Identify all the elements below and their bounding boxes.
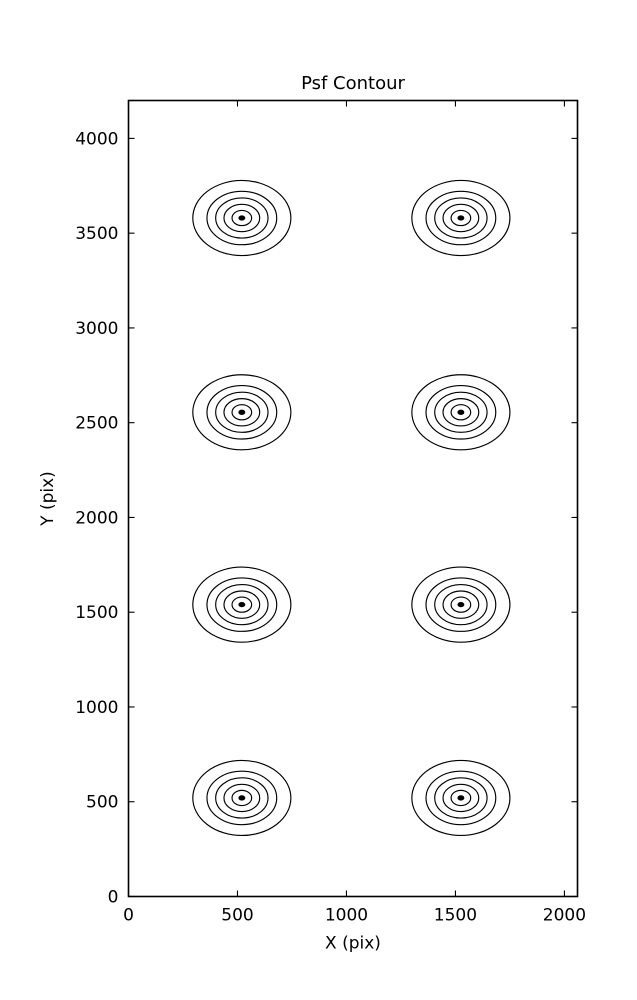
y-tick-label: 1000 [75, 698, 118, 718]
contour-level-4 [450, 789, 472, 807]
x-axis-label: X (pix) [325, 934, 381, 954]
psf-contour-psf-2 [411, 179, 511, 257]
contour-level-5 [457, 795, 465, 801]
contour-level-5 [238, 215, 246, 221]
contour-level-5 [238, 795, 246, 801]
y-tick-label: 2500 [75, 414, 118, 434]
contour-level-3 [442, 203, 480, 233]
y-tick-label: 0 [108, 888, 119, 908]
psf-contour-psf-5 [192, 566, 292, 643]
contour-level-2 [215, 583, 269, 626]
x-tick-label: 0 [123, 906, 134, 926]
contour-level-4 [450, 596, 472, 613]
contour-level-3 [442, 590, 480, 619]
contour-level-4 [231, 789, 253, 807]
contour-level-3 [442, 398, 480, 427]
y-tick-label: 2000 [75, 508, 118, 528]
contour-level-3 [223, 398, 261, 427]
x-tick-label: 500 [221, 906, 253, 926]
psf-contour-psf-3 [192, 374, 292, 451]
contour-level-0 [411, 759, 511, 837]
contour-level-1 [206, 384, 278, 440]
contour-level-1 [425, 577, 497, 632]
contour-level-5 [457, 409, 465, 415]
y-tick-label: 500 [86, 793, 118, 813]
contour-level-5 [457, 215, 465, 221]
contour-level-4 [450, 404, 472, 421]
contour-level-3 [223, 590, 261, 619]
plot-title: Psf Contour [301, 73, 405, 94]
contour-level-0 [411, 179, 511, 257]
contour-level-0 [192, 566, 292, 643]
y-tick-label: 3500 [75, 224, 118, 244]
psf-contour-psf-1 [192, 179, 292, 257]
contour-level-3 [223, 203, 261, 233]
contour-level-3 [223, 783, 261, 813]
axes-frame [127, 99, 579, 898]
contour-level-3 [442, 783, 480, 813]
contour-level-1 [425, 190, 497, 246]
y-axis-label: Y (pix) [38, 471, 58, 527]
contour-level-0 [192, 179, 292, 257]
contour-level-0 [192, 374, 292, 451]
contour-level-1 [425, 770, 497, 826]
contour-level-1 [425, 384, 497, 440]
x-tick-label: 1000 [325, 906, 368, 926]
contour-level-4 [231, 404, 253, 421]
contour-level-5 [238, 601, 246, 608]
x-tick-label: 1500 [434, 906, 477, 926]
contour-level-4 [450, 209, 472, 227]
contour-level-4 [231, 596, 253, 613]
contour-level-1 [206, 190, 278, 246]
psf-contour-psf-7 [192, 759, 292, 837]
contour-level-2 [434, 777, 488, 819]
contour-level-2 [215, 777, 269, 819]
psf-contour-psf-8 [411, 759, 511, 837]
contour-level-2 [434, 391, 488, 433]
y-tick-label: 4000 [75, 129, 118, 149]
psf-contour-psf-6 [411, 566, 511, 643]
y-tick-label: 3000 [75, 319, 118, 339]
contour-level-0 [411, 374, 511, 451]
contour-level-2 [434, 197, 488, 239]
contour-level-4 [231, 209, 253, 227]
contour-level-0 [192, 759, 292, 837]
contour-level-0 [411, 566, 511, 643]
y-tick-label: 1500 [75, 603, 118, 623]
contour-level-1 [206, 577, 278, 632]
contour-level-2 [434, 583, 488, 626]
x-tick-label: 2000 [543, 906, 586, 926]
contour-level-2 [215, 197, 269, 239]
contour-level-5 [238, 409, 246, 415]
contour-level-2 [215, 391, 269, 433]
contour-level-1 [206, 770, 278, 826]
contour-level-5 [457, 601, 465, 608]
psf-contour-psf-4 [411, 374, 511, 451]
